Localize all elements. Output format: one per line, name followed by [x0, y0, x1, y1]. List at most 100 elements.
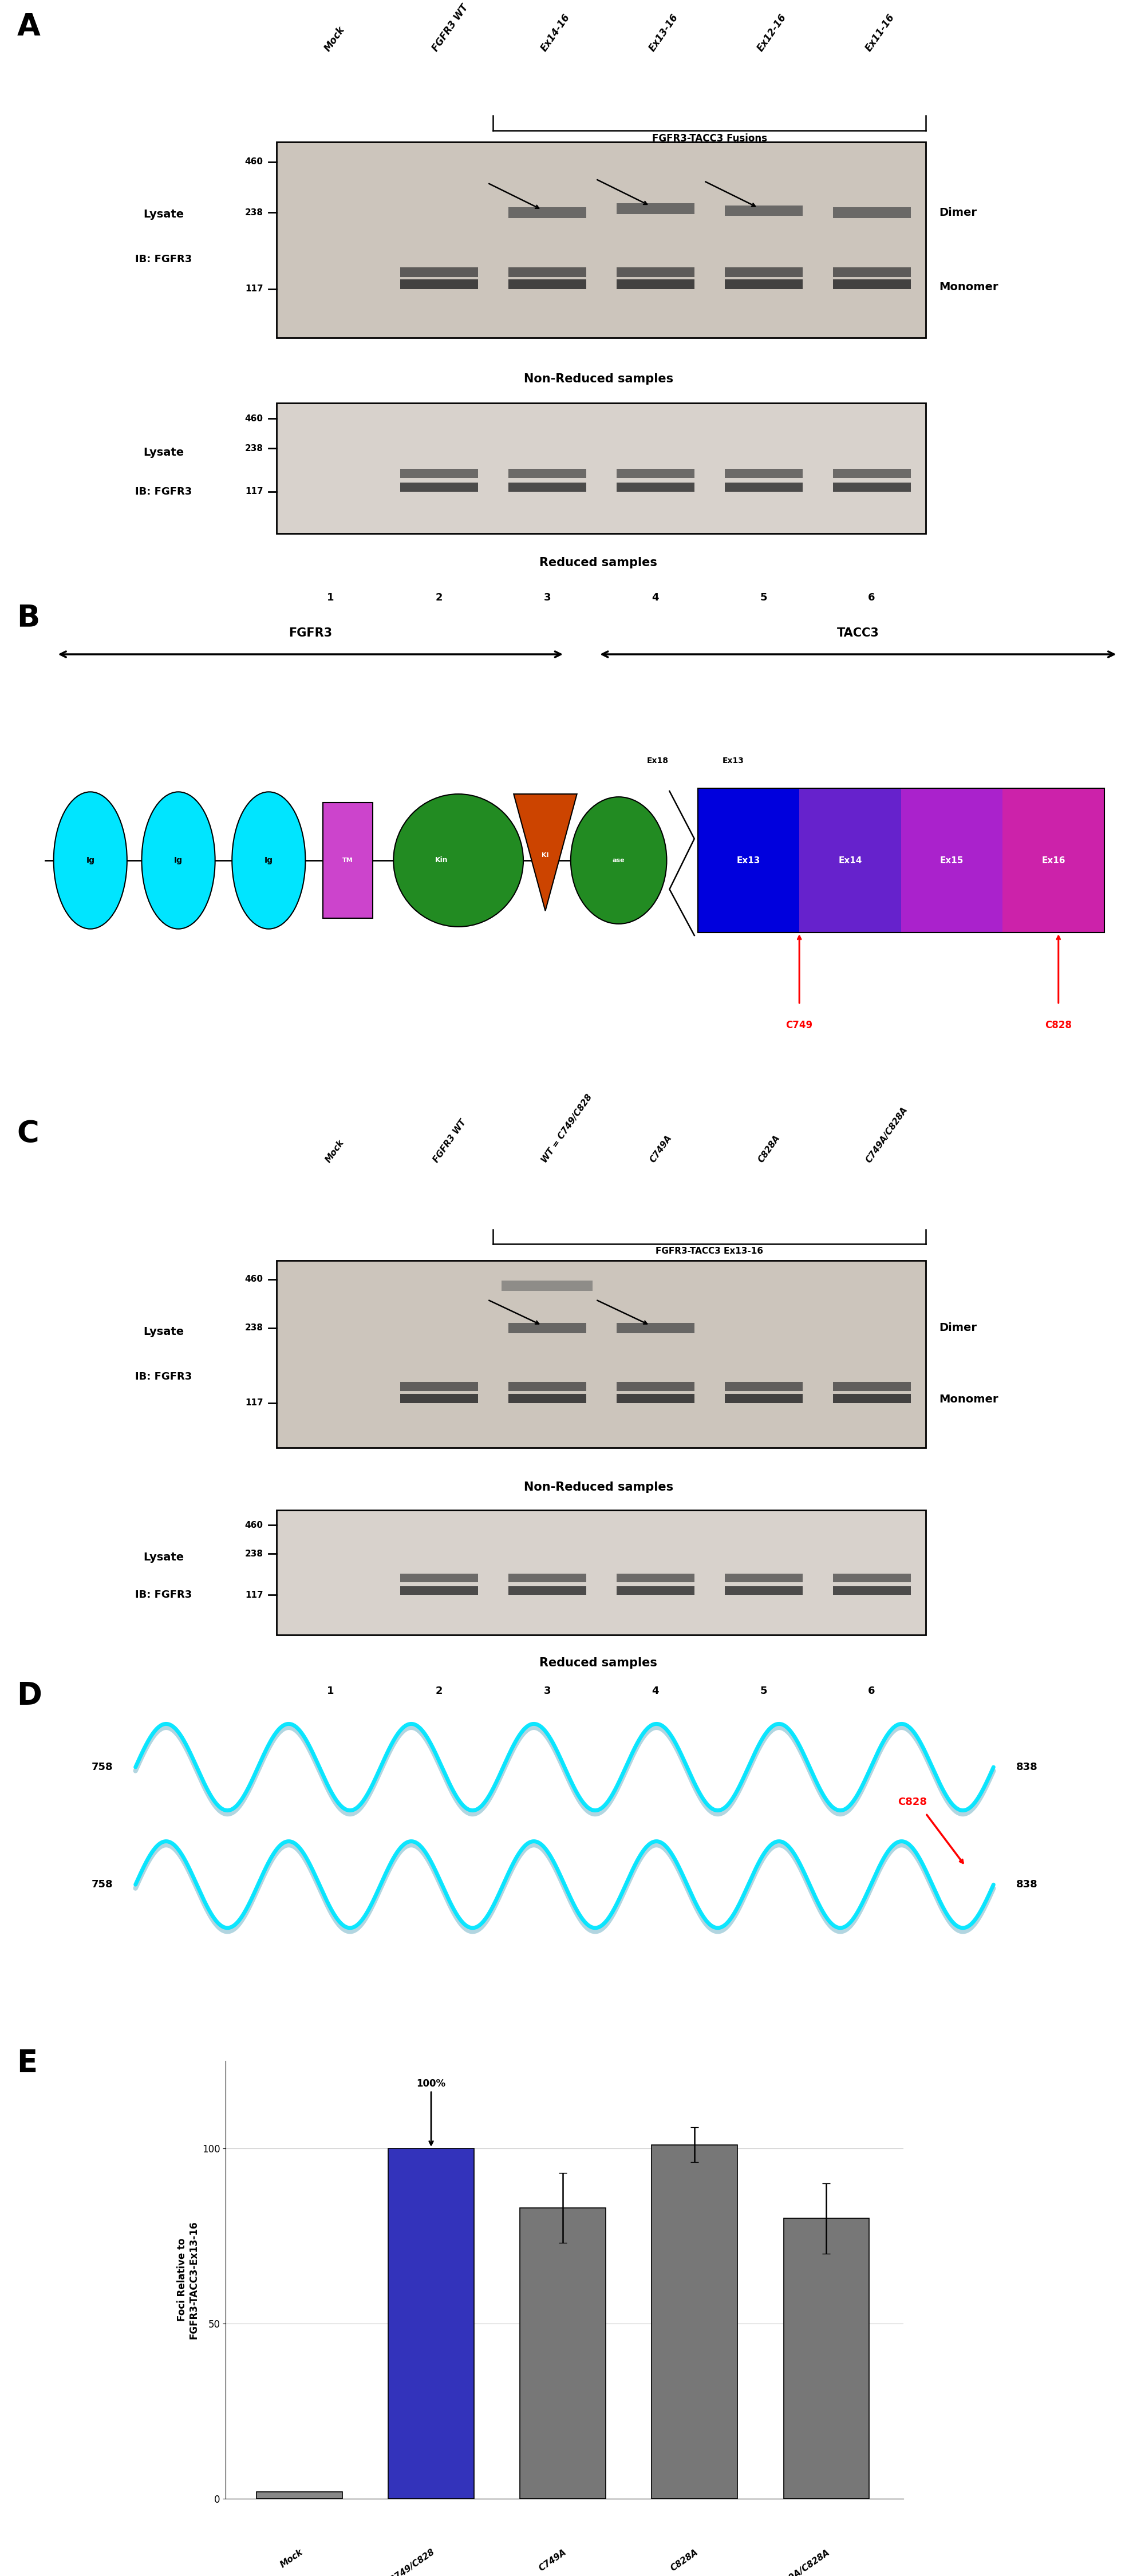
- Ellipse shape: [142, 791, 216, 930]
- Text: 117: 117: [245, 1399, 263, 1406]
- Text: 838: 838: [1016, 1880, 1038, 1891]
- Text: FGFR3 WT: FGFR3 WT: [430, 3, 471, 54]
- Text: C828A: C828A: [756, 1133, 781, 1164]
- Text: Lysate: Lysate: [143, 448, 184, 459]
- Text: 5: 5: [760, 1685, 767, 1695]
- Text: 238: 238: [245, 1324, 263, 1332]
- Bar: [901, 788, 1003, 933]
- Bar: [616, 1324, 694, 1334]
- Bar: [400, 1574, 478, 1582]
- Text: Ig: Ig: [86, 855, 95, 866]
- Text: FGFR3-TACC3 Ex13-16: FGFR3-TACC3 Ex13-16: [656, 1247, 763, 1255]
- Text: C: C: [17, 1118, 40, 1149]
- Bar: [833, 1394, 911, 1404]
- Text: 460: 460: [245, 1520, 263, 1530]
- Text: E: E: [17, 2048, 37, 2079]
- Bar: [616, 1381, 694, 1391]
- Text: WT = C749/C828: WT = C749/C828: [365, 2548, 436, 2576]
- Bar: [277, 1510, 926, 1636]
- Text: IB: FGFR3: IB: FGFR3: [135, 1589, 192, 1600]
- Bar: [508, 482, 586, 492]
- Text: IB: FGFR3: IB: FGFR3: [135, 487, 192, 497]
- Text: Lysate: Lysate: [143, 1551, 184, 1564]
- Text: Reduced samples: Reduced samples: [540, 556, 657, 569]
- Text: Ig: Ig: [174, 855, 183, 866]
- Bar: [784, 2218, 869, 2499]
- Text: 758: 758: [91, 1762, 113, 1772]
- Text: KI: KI: [542, 853, 549, 858]
- Text: Mock: Mock: [279, 2548, 305, 2568]
- Bar: [520, 2208, 605, 2499]
- Text: FGFR3-TACC3 Fusions: FGFR3-TACC3 Fusions: [651, 134, 767, 144]
- Text: IB: FGFR3: IB: FGFR3: [135, 255, 192, 265]
- Y-axis label: Foci Relative to
FGFR3-TACC3-Ex13-16: Foci Relative to FGFR3-TACC3-Ex13-16: [177, 2221, 199, 2339]
- Bar: [833, 1381, 911, 1391]
- Text: FGFR3: FGFR3: [289, 629, 332, 639]
- Bar: [616, 278, 694, 289]
- Bar: [725, 278, 803, 289]
- Bar: [508, 1381, 586, 1391]
- Bar: [400, 268, 478, 278]
- Text: Dimer: Dimer: [939, 1321, 977, 1334]
- Bar: [277, 1260, 926, 1448]
- Bar: [508, 1587, 586, 1595]
- Text: Ex12-16: Ex12-16: [755, 13, 788, 54]
- Text: Ex13: Ex13: [723, 757, 744, 765]
- Text: Ex18: Ex18: [647, 757, 668, 765]
- Text: ase: ase: [613, 858, 624, 863]
- Text: Non-Reduced samples: Non-Reduced samples: [524, 374, 673, 384]
- Bar: [400, 482, 478, 492]
- Bar: [833, 469, 911, 479]
- Bar: [833, 206, 911, 219]
- Text: 758: 758: [91, 1880, 113, 1891]
- Bar: [508, 206, 586, 219]
- Bar: [616, 482, 694, 492]
- Bar: [698, 788, 1104, 933]
- Text: 100%: 100%: [417, 2079, 446, 2146]
- Bar: [616, 268, 694, 278]
- Text: Ex14-16: Ex14-16: [539, 13, 572, 54]
- Text: Dimer: Dimer: [939, 206, 977, 219]
- Text: 2: 2: [436, 1685, 443, 1695]
- Text: 838: 838: [1016, 1762, 1038, 1772]
- Bar: [799, 788, 901, 933]
- Text: 6: 6: [868, 592, 875, 603]
- Bar: [725, 1587, 803, 1595]
- Bar: [616, 1587, 694, 1595]
- Text: Lysate: Lysate: [143, 1327, 184, 1337]
- Text: Ex11-16: Ex11-16: [864, 13, 896, 54]
- Text: Ex15: Ex15: [940, 855, 963, 866]
- Bar: [651, 2146, 737, 2499]
- Text: C828: C828: [1045, 1020, 1071, 1030]
- Text: C749A: C749A: [648, 1133, 673, 1164]
- Bar: [388, 2148, 474, 2499]
- Bar: [833, 1574, 911, 1582]
- Text: TACC3: TACC3: [837, 629, 879, 639]
- Text: Mock: Mock: [322, 26, 347, 54]
- Ellipse shape: [233, 791, 305, 930]
- Bar: [1003, 788, 1104, 933]
- Bar: [698, 788, 799, 933]
- Bar: [833, 1587, 911, 1595]
- Bar: [400, 1394, 478, 1404]
- Bar: [616, 1394, 694, 1404]
- Bar: [508, 469, 586, 479]
- Bar: [256, 2491, 342, 2499]
- Text: Monomer: Monomer: [939, 281, 998, 291]
- Bar: [277, 142, 926, 337]
- Bar: [400, 1587, 478, 1595]
- Text: Ex13-16: Ex13-16: [647, 13, 680, 54]
- Bar: [508, 1394, 586, 1404]
- Text: 6: 6: [868, 1685, 875, 1695]
- Text: 117: 117: [245, 283, 263, 294]
- Text: D: D: [17, 1680, 42, 1710]
- Bar: [725, 268, 803, 278]
- Bar: [616, 1574, 694, 1582]
- Text: 238: 238: [245, 443, 263, 453]
- Ellipse shape: [571, 796, 666, 925]
- Text: B: B: [17, 603, 40, 634]
- Bar: [400, 278, 478, 289]
- Polygon shape: [514, 793, 577, 912]
- Text: C749: C749: [786, 1020, 813, 1030]
- Bar: [323, 804, 373, 917]
